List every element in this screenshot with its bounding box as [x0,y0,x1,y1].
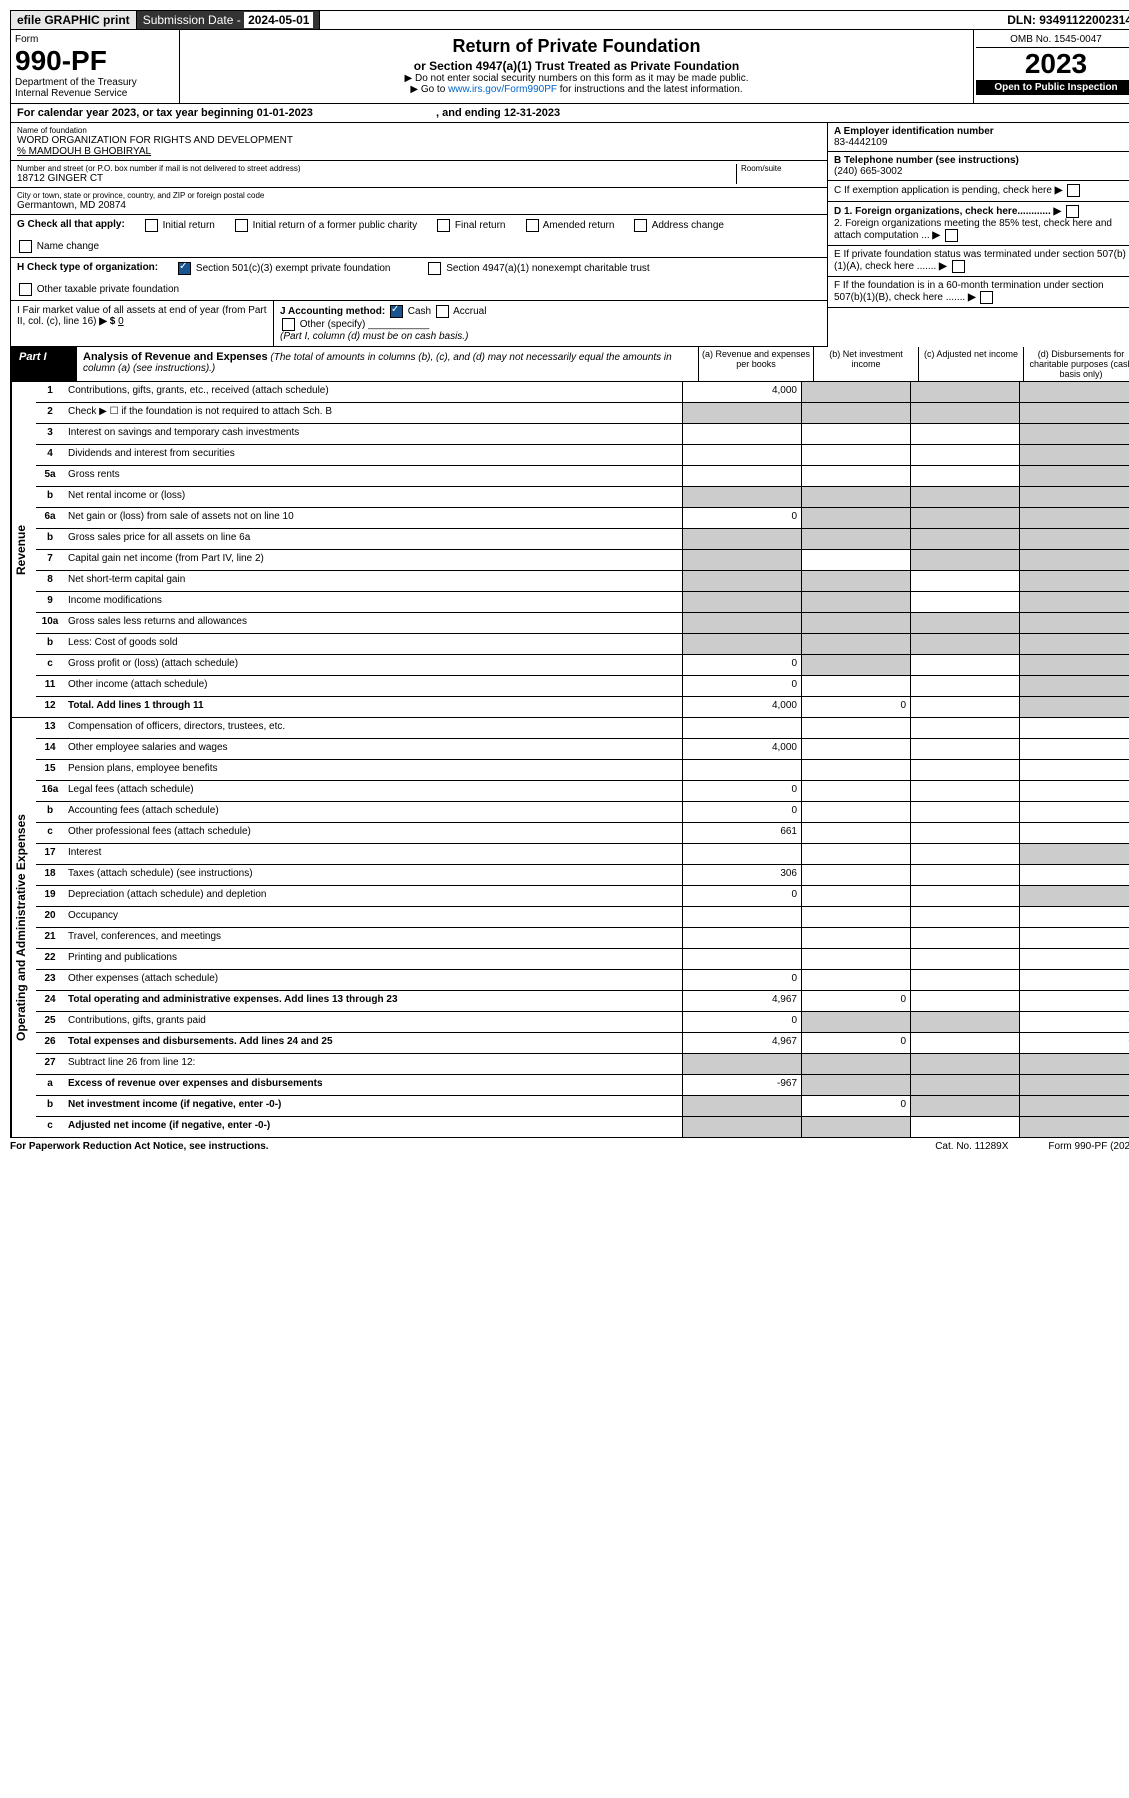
j-note: (Part I, column (d) must be on cash basi… [280,331,468,342]
col-b-header: (b) Net investment income [813,347,918,381]
chk-amended[interactable] [526,219,539,232]
instr-ssn: ▶ Do not enter social security numbers o… [184,73,969,84]
col-a-header: (a) Revenue and expenses per books [698,347,813,381]
chk-d1[interactable] [1066,205,1079,218]
col-d-header: (d) Disbursements for charitable purpose… [1023,347,1129,381]
form-number: 990-PF [15,45,175,77]
chk-initial-former[interactable] [235,219,248,232]
section-ij: I Fair market value of all assets at end… [11,301,827,347]
chk-address-change[interactable] [634,219,647,232]
chk-e[interactable] [952,260,965,273]
identity-block: Name of foundation WORD ORGANIZATION FOR… [10,123,1129,347]
d1-label: D 1. Foreign organizations, check here..… [834,206,1051,217]
chk-name-change[interactable] [19,240,32,253]
ein-label: A Employer identification number [834,126,994,137]
chk-final-return[interactable] [437,219,450,232]
part1-label: Part I [11,347,77,381]
paperwork-notice: For Paperwork Reduction Act Notice, see … [10,1141,269,1152]
chk-other-taxable[interactable] [19,283,32,296]
name-label: Name of foundation [17,126,821,135]
care-of: % MAMDOUH B GHOBIRYAL [17,146,151,157]
dln: DLN: 93491122002314 [1001,11,1129,29]
ein-value: 83-4442109 [834,137,887,148]
calendar-year-row: For calendar year 2023, or tax year begi… [10,104,1129,123]
chk-initial-return[interactable] [145,219,158,232]
revenue-side-label: Revenue [11,382,36,717]
form-ref: Form 990-PF (2023) [1048,1141,1129,1152]
addr-label: Number and street (or P.O. box number if… [17,164,736,173]
irs-link[interactable]: www.irs.gov/Form990PF [448,84,557,95]
d2-label: 2. Foreign organizations meeting the 85%… [834,218,1112,241]
chk-other-method[interactable] [282,318,295,331]
open-to-public: Open to Public Inspection [976,80,1129,95]
phone-label: B Telephone number (see instructions) [834,155,1019,166]
chk-c[interactable] [1067,184,1080,197]
chk-4947a1[interactable] [428,262,441,275]
chk-d2[interactable] [945,229,958,242]
form-subtitle: or Section 4947(a)(1) Trust Treated as P… [184,59,969,73]
efile-print-button[interactable]: efile GRAPHIC print [11,11,137,29]
form-header: Form 990-PF Department of the Treasury I… [10,30,1129,104]
fmv-value: 0 [118,316,124,327]
tax-year: 2023 [976,48,1129,80]
expenses-section: Operating and Administrative Expenses 13… [10,718,1129,1138]
part1-header: Part I Analysis of Revenue and Expenses … [10,347,1129,382]
street-address: 18712 GINGER CT [17,173,103,184]
irs-label: Internal Revenue Service [15,88,175,99]
section-i-label: I Fair market value of all assets at end… [17,305,267,327]
top-bar: efile GRAPHIC print Submission Date - 20… [10,10,1129,30]
page-footer: For Paperwork Reduction Act Notice, see … [10,1138,1129,1155]
submission-date: Submission Date - 2024-05-01 [137,11,321,29]
chk-f[interactable] [980,291,993,304]
city-label: City or town, state or province, country… [17,191,821,200]
revenue-section: Revenue 1Contributions, gifts, grants, e… [10,382,1129,718]
phone-value: (240) 665-3002 [834,166,902,177]
city-state-zip: Germantown, MD 20874 [17,200,126,211]
cat-no: Cat. No. 11289X [935,1141,1008,1152]
c-label: C If exemption application is pending, c… [834,185,1052,196]
room-label: Room/suite [741,164,821,173]
form-label: Form [15,34,38,45]
section-h: H Check type of organization: Section 50… [11,258,827,301]
form-title: Return of Private Foundation [184,36,969,57]
part1-title: Analysis of Revenue and Expenses [83,351,268,363]
chk-cash[interactable] [390,305,403,318]
chk-accrual[interactable] [436,305,449,318]
chk-501c3[interactable] [178,262,191,275]
foundation-name: WORD ORGANIZATION FOR RIGHTS AND DEVELOP… [17,135,293,146]
section-g: G Check all that apply: Initial return I… [11,215,827,258]
omb-number: OMB No. 1545-0047 [976,32,1129,48]
instr-link-row: ▶ Go to www.irs.gov/Form990PF for instru… [184,84,969,95]
col-c-header: (c) Adjusted net income [918,347,1023,381]
e-label: E If private foundation status was termi… [834,249,1126,272]
expenses-side-label: Operating and Administrative Expenses [11,718,36,1137]
dept-treasury: Department of the Treasury [15,77,175,88]
